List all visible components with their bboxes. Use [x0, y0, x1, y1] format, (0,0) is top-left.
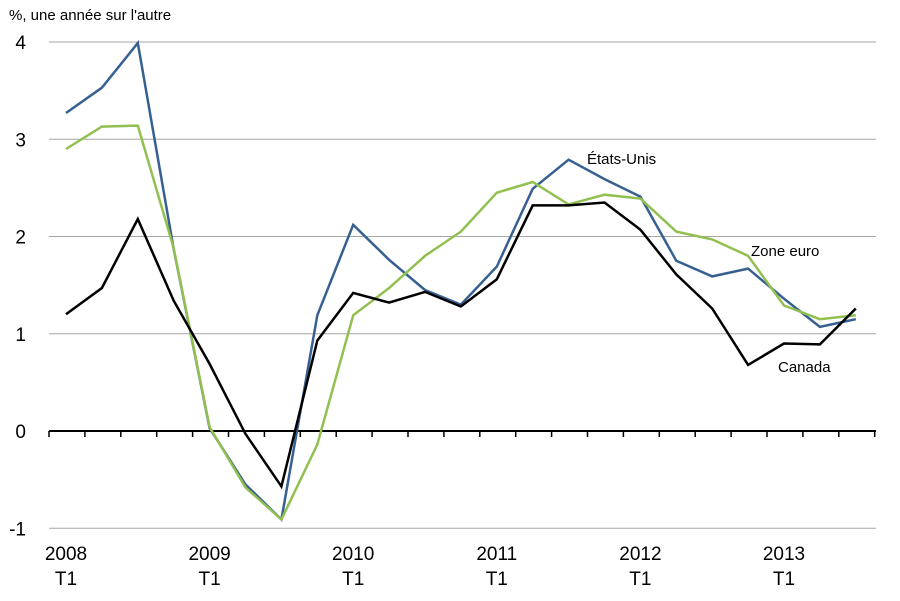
series-line-zone-euro — [65, 124, 856, 522]
y-tick-label: 0 — [15, 422, 26, 443]
x-tick-label-quarter: T1 — [55, 569, 77, 590]
series-line-canada — [65, 201, 857, 490]
annotation-etats-unis: États-Unis — [587, 151, 656, 168]
y-tick-label: 2 — [15, 228, 26, 249]
x-tick-label-quarter: T1 — [486, 569, 508, 590]
gridlines — [49, 41, 876, 529]
x-tick-label-quarter: T1 — [773, 569, 795, 590]
series-line--tats-unis — [65, 40, 857, 523]
annotation-canada: Canada — [778, 359, 831, 376]
x-tick-label-year: 2013 — [763, 544, 805, 565]
x-axis: 2008 T1 2009 T1 2010 T1 2011 T1 2012 T1 2013 T1 — [45, 430, 876, 590]
x-tick-label-quarter: T1 — [629, 569, 651, 590]
x-tick-label-year: 2009 — [188, 544, 230, 565]
y-tick-label: -1 — [9, 519, 26, 540]
x-tick-label-year: 2011 — [476, 544, 517, 565]
annotation-zone-euro: Zone euro — [751, 243, 819, 260]
x-tick-label-year: 2010 — [332, 544, 374, 565]
y-axis-label: %, une année sur l'autre — [9, 7, 171, 24]
x-tick-label-year: 2012 — [619, 544, 661, 565]
y-tick-label: 4 — [15, 33, 26, 54]
y-tick-label: 1 — [15, 325, 26, 346]
x-tick-label-year: 2008 — [45, 544, 87, 565]
x-tick-label-quarter: T1 — [199, 569, 221, 590]
series-lines — [65, 40, 857, 523]
x-tick-label-quarter: T1 — [342, 569, 364, 590]
y-tick-labels: -1 0 1 2 3 4 — [9, 33, 26, 540]
y-tick-label: 3 — [15, 130, 26, 151]
